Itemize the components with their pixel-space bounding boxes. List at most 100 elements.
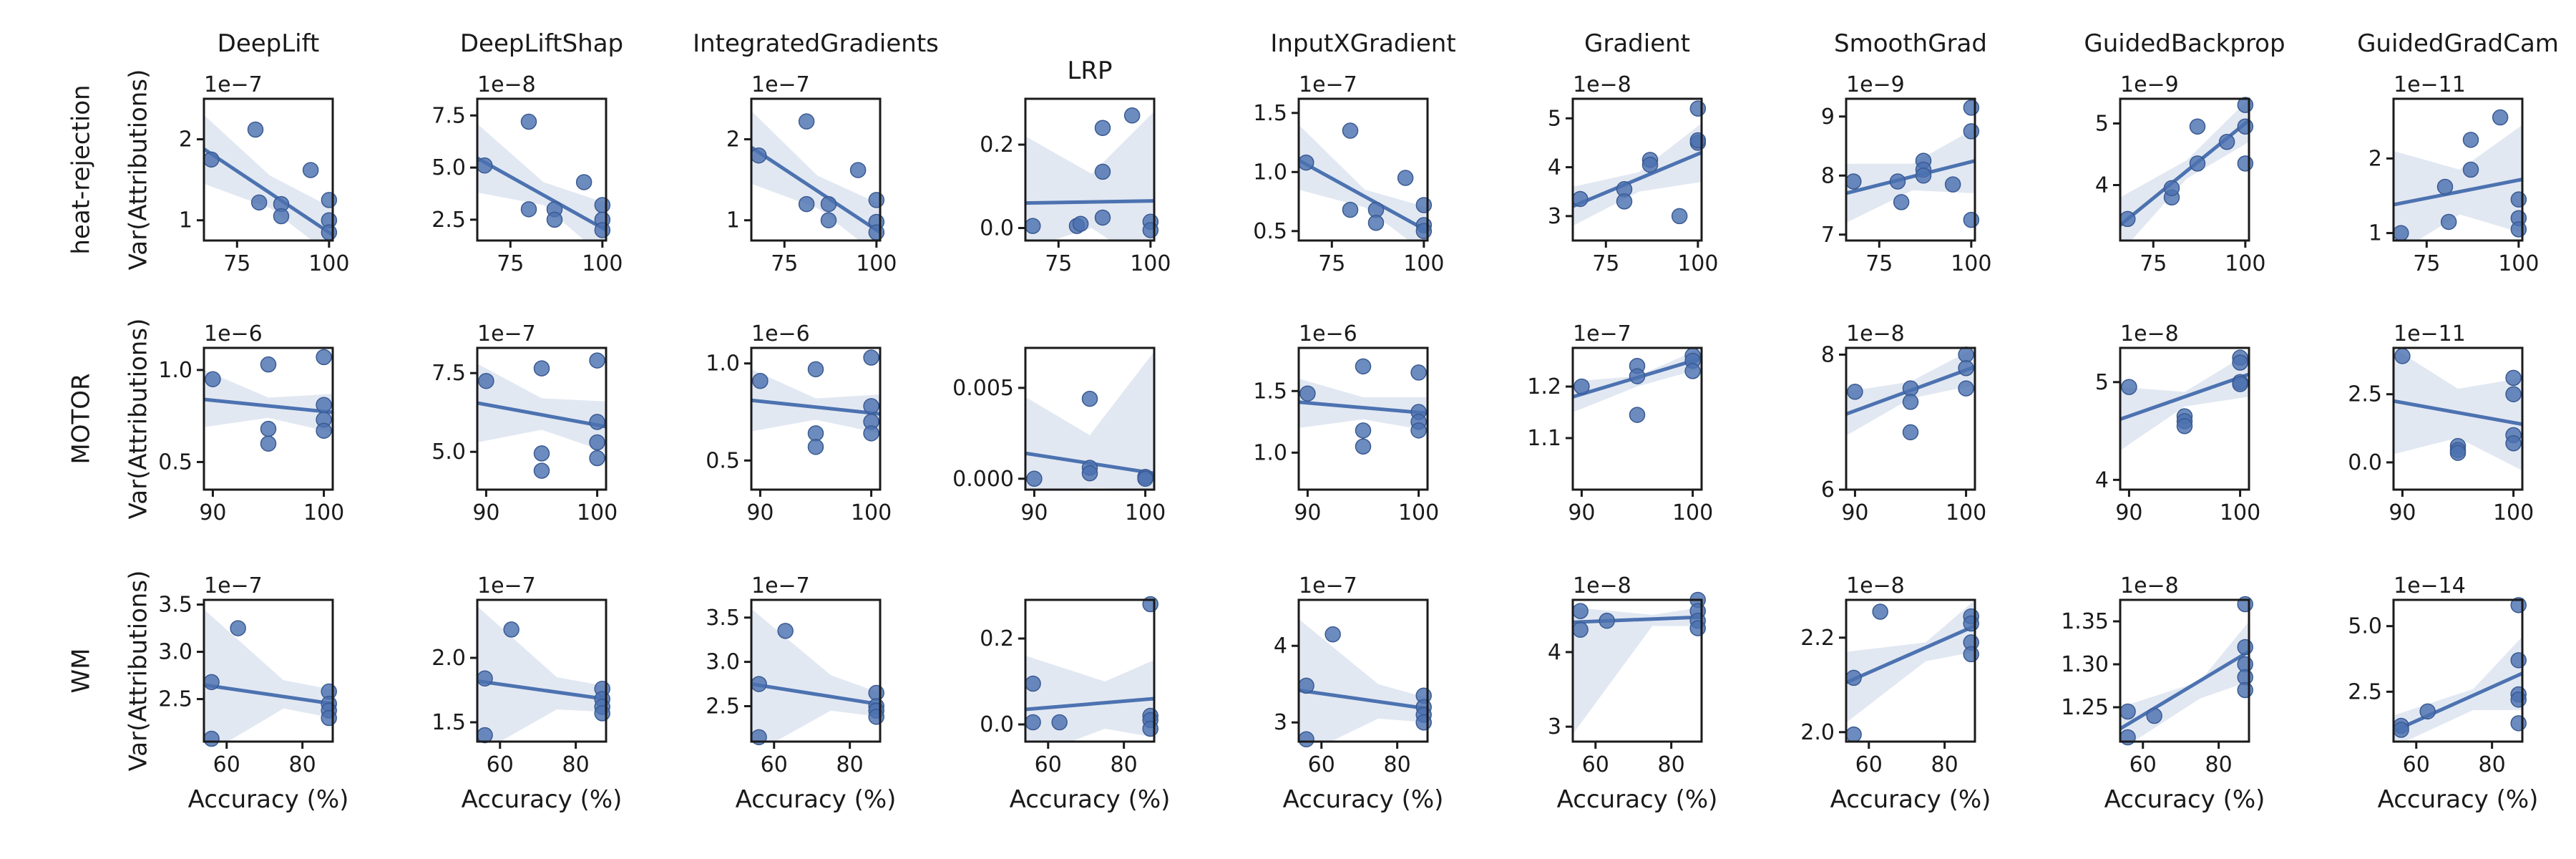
panel-wm-integratedgradients-y-tick-label: 3.0 [706, 650, 740, 675]
panel-heat-rejection-lrp-x-tick-label: 100 [1130, 251, 1171, 276]
panel-heat-rejection-guidedgradcam-point [2393, 225, 2409, 241]
panel-wm-deeplift-frame [203, 598, 334, 743]
y-axis-label: Var(Attributions) [125, 571, 153, 772]
panel-heat-rejection-smoothgrad-point [1893, 194, 1910, 210]
panel-wm-guidedbackprop-x-tick-label: 60 [2129, 752, 2157, 777]
panel-wm-deeplift-y-tick-label: 3.0 [158, 640, 192, 665]
panel-heat-rejection-deepliftshap-y-tick-label: 2.5 [431, 208, 466, 233]
panel-heat-rejection-guidedbackprop-point [2119, 210, 2136, 228]
panel-motor-inputxgradient-ci-band [1299, 379, 1428, 431]
panel-motor-deepliftshap-point [533, 360, 550, 377]
panel-motor-deeplift-point [260, 356, 277, 373]
panel-wm-guidedbackprop-y-tick-label: 1.25 [2061, 695, 2109, 720]
panel-wm-deeplift-point [203, 674, 220, 691]
panel-wm-integratedgradients-y-tick-label: 3.5 [706, 606, 740, 631]
panel-motor-inputxgradient-point [1410, 422, 1427, 439]
panel-motor-guidedbackprop-ci-band [2120, 352, 2249, 451]
panel-heat-rejection-gradient-ci-band [1573, 123, 1702, 226]
panel-motor-deeplift-point [316, 349, 332, 366]
panel-heat-rejection-gradient-y-tick-label: 4 [1548, 155, 1561, 180]
panel-motor-deepliftshap-point [589, 434, 605, 451]
panel-wm-integratedgradients-point [777, 623, 794, 639]
panel-wm-guidedbackprop-point [2237, 681, 2253, 699]
panel-motor-guidedgradcam-point [2505, 369, 2522, 387]
panel-motor-guidedgradcam-ci-band [2394, 348, 2522, 471]
panel-heat-rejection-inputxgradient-ci-band [1299, 125, 1428, 241]
panel-heat-rejection-deeplift-x-tick-label: 100 [308, 251, 349, 276]
panel-heat-rejection-lrp-point [1123, 107, 1141, 124]
panel-motor-integratedgradients-x-tick-label: 100 [851, 500, 892, 525]
panel-heat-rejection-inputxgradient-x-tick-label: 75 [1318, 251, 1345, 276]
panel-heat-rejection-inputxgradient-point [1397, 170, 1414, 186]
panel-wm-guidedbackprop-point [2237, 639, 2253, 656]
panel-heat-rejection-guidedbackprop-point [2218, 134, 2235, 150]
panel-motor-integratedgradients-x-tick-label: 90 [746, 500, 774, 525]
panel-motor-inputxgradient-frame [1297, 346, 1429, 491]
panel-motor-smoothgrad-frame [1845, 346, 1976, 491]
panel-motor-deepliftshap-exponent-label: 1e−7 [477, 321, 536, 346]
panel-heat-rejection-guidedgradcam-regression-line [2394, 178, 2522, 207]
row-label-wm: WM [67, 649, 96, 694]
panel-heat-rejection-deeplift-point [321, 224, 338, 241]
panel-motor-smoothgrad-point [1902, 380, 1919, 397]
panel-motor-smoothgrad-point [1847, 384, 1863, 400]
panel-wm-smoothgrad-point [1845, 669, 1862, 686]
panel-heat-rejection-smoothgrad-frame [1845, 97, 1976, 242]
panel-motor-integratedgradients-point [807, 439, 824, 455]
panel-motor-deepliftshap-point [589, 414, 605, 430]
panel-motor-deeplift-y-tick-label: 1.0 [158, 358, 192, 383]
panel-wm-integratedgradients-y-tick-label: 2.5 [706, 694, 740, 719]
panel-heat-rejection-smoothgrad-y-tick-label: 9 [1821, 105, 1835, 130]
panel-wm-deepliftshap-exponent-label: 1e−7 [477, 573, 536, 598]
column-title-guidedbackprop: GuidedBackprop [2084, 29, 2285, 58]
panel-heat-rejection-lrp-point [1142, 222, 1159, 238]
panel-wm-guidedgradcam-frame [2392, 598, 2524, 743]
panel-motor-integratedgradients-exponent-label: 1e−6 [751, 321, 810, 346]
panel-wm-gradient-y-tick-label: 3 [1548, 714, 1561, 739]
panel-wm-deeplift-point [321, 709, 337, 727]
panel-heat-rejection-integratedgradients-point [798, 195, 815, 213]
panel-motor-guidedgradcam-exponent-label: 1e−11 [2394, 321, 2466, 346]
panel-heat-rejection-guidedgradcam-point [2510, 221, 2527, 238]
panel-motor-guidedbackprop-point [2232, 354, 2248, 371]
panel-wm-gradient-point [1572, 621, 1589, 638]
panel-wm-gradient-ci-band [1573, 607, 1702, 734]
panel-heat-rejection-gradient-exponent-label: 1e−8 [1573, 72, 1631, 97]
panel-motor-gradient-exponent-label: 1e−7 [1573, 321, 1631, 346]
panel-heat-rejection-guidedbackprop-y-tick-label: 4 [2095, 173, 2109, 198]
panel-motor-gradient-point [1629, 407, 1646, 423]
column-title-guidedgradcam: GuidedGradCam [2357, 29, 2559, 58]
panel-motor-lrp-point [1081, 390, 1098, 407]
panel-heat-rejection-lrp-point [1094, 120, 1111, 137]
panel-heat-rejection-smoothgrad-exponent-label: 1e−9 [1846, 72, 1905, 97]
panel-heat-rejection-integratedgradients-regression-line [751, 145, 880, 234]
panel-motor-guidedbackprop-point [2176, 417, 2193, 435]
panel-heat-rejection-deeplift-regression-line [204, 147, 333, 237]
panel-heat-rejection-integratedgradients-point [820, 212, 837, 228]
panel-motor-smoothgrad-x-tick-label: 90 [1841, 500, 1868, 525]
panel-heat-rejection-gradient-point [1689, 100, 1707, 117]
y-axis-label: Var(Attributions) [125, 319, 153, 520]
panel-heat-rejection-gradient-frame [1571, 97, 1703, 242]
panel-motor-inputxgradient-point [1299, 385, 1316, 402]
panel-wm-deepliftshap-ci-band [477, 606, 606, 742]
panel-heat-rejection-integratedgradients-point [849, 162, 867, 178]
panel-motor-smoothgrad-y-tick-label: 6 [1821, 477, 1835, 503]
panel-motor-deeplift-frame [203, 346, 334, 491]
panel-motor-inputxgradient-exponent-label: 1e−6 [1299, 321, 1357, 346]
panel-heat-rejection-lrp-point [1072, 215, 1089, 232]
panel-wm-smoothgrad-regression-line [1846, 624, 1975, 684]
panel-motor-smoothgrad-point [1958, 346, 1974, 363]
panel-motor-guidedbackprop-y-tick-label: 5 [2095, 370, 2109, 395]
panel-wm-guidedbackprop-x-tick-label: 80 [2205, 752, 2233, 777]
panel-wm-guidedgradcam-point [2510, 691, 2527, 708]
panel-motor-integratedgradients-point [752, 372, 769, 389]
panel-motor-guidedgradcam-y-tick-label: 0.0 [2348, 450, 2382, 475]
panel-wm-gradient-exponent-label: 1e−8 [1573, 573, 1631, 598]
panel-motor-lrp-y-tick-label: 0.005 [952, 376, 1014, 401]
panel-heat-rejection-gradient-point [1616, 193, 1633, 210]
panel-wm-deeplift-y-tick-label: 2.5 [158, 687, 192, 712]
panel-heat-rejection-integratedgradients-point [751, 147, 767, 164]
panel-heat-rejection-guidedgradcam-y-tick-label: 1 [2368, 221, 2382, 246]
panel-wm-deepliftshap-point [477, 670, 493, 687]
